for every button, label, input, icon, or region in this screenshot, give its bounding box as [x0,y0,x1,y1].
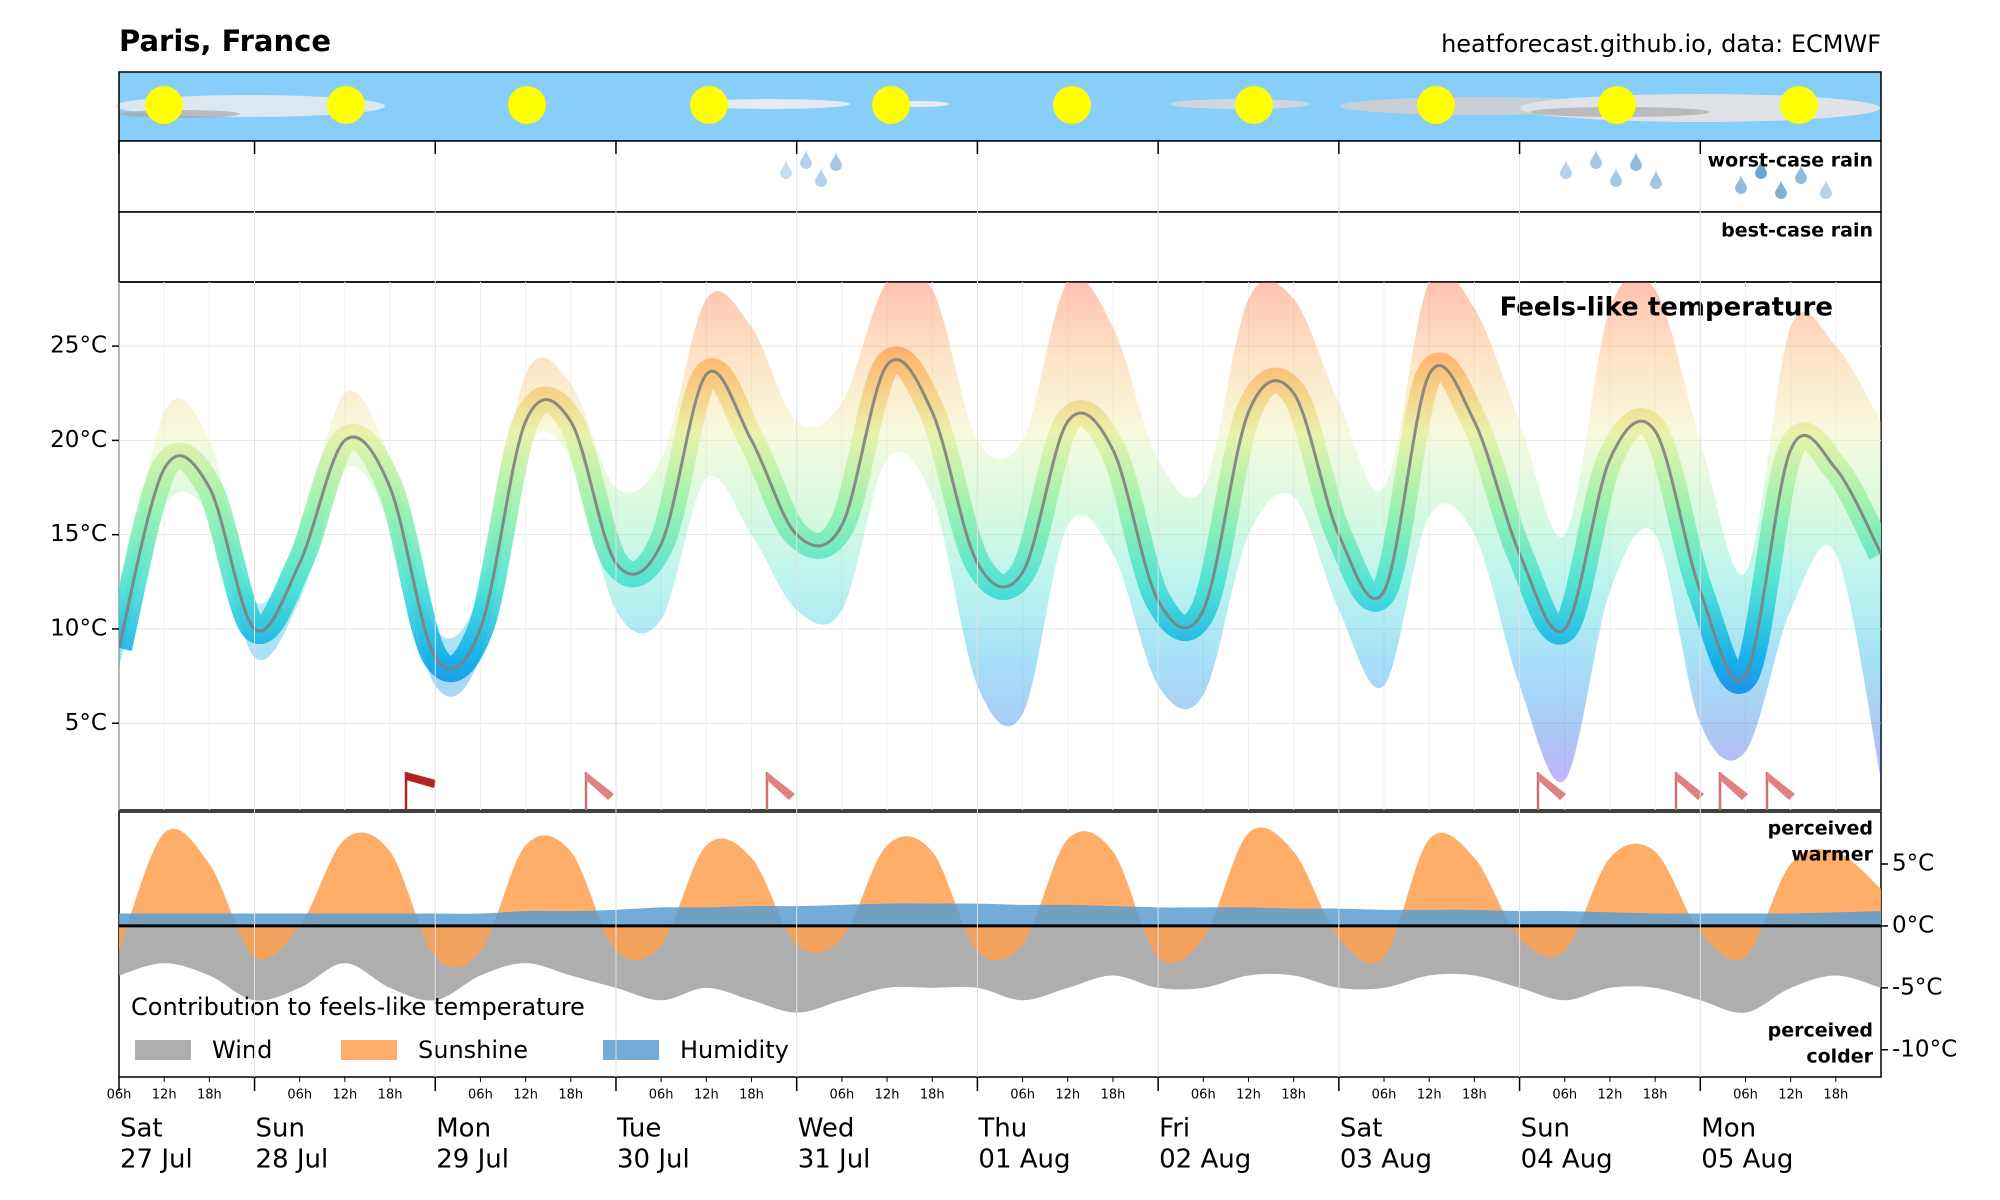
x-tick-label: 06h [1191,1088,1216,1103]
x-tick-label: 18h [378,1088,403,1103]
x-tick-label: 06h [1010,1088,1035,1103]
day-label: 03 Aug [1340,1145,1432,1175]
x-tick-label: 12h [694,1088,719,1103]
median-line [119,358,1881,683]
x-tick-label: 06h [1372,1088,1397,1103]
day-label: Sat [120,1114,163,1144]
panel-note: perceived [1768,818,1873,840]
x-tick-label: 06h [107,1088,132,1103]
y-tick-label: 10°C [50,615,107,641]
x-tick-label: 12h [513,1088,538,1103]
day-label: 27 Jul [120,1145,193,1175]
x-tick-label: 18h [197,1088,222,1103]
weather-strip [115,71,1882,142]
day-label: Wed [798,1114,855,1144]
panel-note: perceived [1768,1020,1873,1042]
rain-panels: worst-case rain best-case rain [118,140,1882,283]
area [119,827,1881,968]
x-tick-label: 18h [1643,1088,1668,1103]
x-tick-label: 06h [649,1088,674,1103]
y-tick-label: 5°C [65,710,107,736]
y-tick-label: 15°C [50,521,107,547]
x-tick-label: 06h [1552,1088,1577,1103]
windsocks [404,772,1795,810]
rain-label: worst-case rain [1708,150,1873,172]
y-tick-label: 20°C [50,427,107,453]
legend-label: Humidity [680,1036,789,1064]
rain-label: best-case rain [1721,220,1873,242]
x-tick-label: 18h [1101,1088,1126,1103]
x-tick-label: 06h [1733,1088,1758,1103]
x-tick-label: 18h [739,1088,764,1103]
day-label: 31 Jul [798,1145,871,1175]
x-tick-label: 18h [1823,1088,1848,1103]
area [119,925,1881,1013]
day-label: 05 Aug [1701,1145,1793,1175]
y-tick-label: 5°C [1892,851,1934,877]
day-label: Sun [256,1114,305,1144]
legend-swatch [603,1040,659,1060]
day-label: 01 Aug [978,1145,1070,1175]
legend-swatch [135,1040,191,1060]
x-tick-label: 06h [287,1088,312,1103]
temp-panel: 5°C 10°C 15°C 20°C 25°C Feels-like temperatur… [50,282,1881,810]
x-tick-label: 06h [829,1088,854,1103]
y-tick-label: -5°C [1892,974,1943,1000]
legend-label: Wind [212,1036,272,1064]
x-tick-label: 12h [333,1088,358,1103]
day-label: Thu [977,1114,1027,1144]
page-title: Paris, France [119,24,331,58]
x-tick-label: 12h [152,1088,177,1103]
contrib-panel: -10°C -5°C 0°C 5°C perceived warmer perceived c… [119,818,1957,1068]
x-tick-label: 12h [1778,1088,1803,1103]
x-tick-label: 18h [920,1088,945,1103]
y-tick-label: 25°C [50,333,107,359]
day-label: Mon [436,1114,491,1144]
day-label: Mon [1701,1114,1756,1144]
day-label: Sat [1340,1114,1383,1144]
source: heatforecast.github.io, data: ECMWF [1441,30,1881,58]
day-label: 04 Aug [1521,1145,1613,1175]
x-tick-label: 12h [1598,1088,1623,1103]
x-tick-label: 12h [1055,1088,1080,1103]
panel-note: colder [1806,1046,1873,1068]
day-label: Sun [1521,1114,1570,1144]
x-tick-label: 18h [1462,1088,1487,1103]
day-label: 30 Jul [617,1145,690,1175]
legend-swatch [341,1040,397,1060]
y-tick-label: -10°C [1892,1036,1957,1062]
legend-title: Contribution to feels-like temperature [131,993,585,1021]
x-tick-label: 12h [1417,1088,1442,1103]
day-label: Tue [616,1114,661,1144]
plot-area [119,282,1881,783]
x-tick-label: 06h [468,1088,493,1103]
day-label: 28 Jul [256,1145,329,1175]
day-label: 29 Jul [436,1145,509,1175]
x-tick-label: 12h [875,1088,900,1103]
panel-title: Feels-like temperature [1500,293,1833,323]
day-label: 02 Aug [1159,1145,1251,1175]
plot-area [119,827,1881,1013]
panel-note: warmer [1791,844,1873,866]
area [119,903,1881,926]
legend-label: Sunshine [418,1036,528,1064]
day-label: Fri [1159,1114,1190,1144]
x-tick-label: 18h [1281,1088,1306,1103]
x-tick-label: 12h [1236,1088,1261,1103]
x-tick-label: 18h [558,1088,583,1103]
y-tick-label: 0°C [1892,912,1934,938]
